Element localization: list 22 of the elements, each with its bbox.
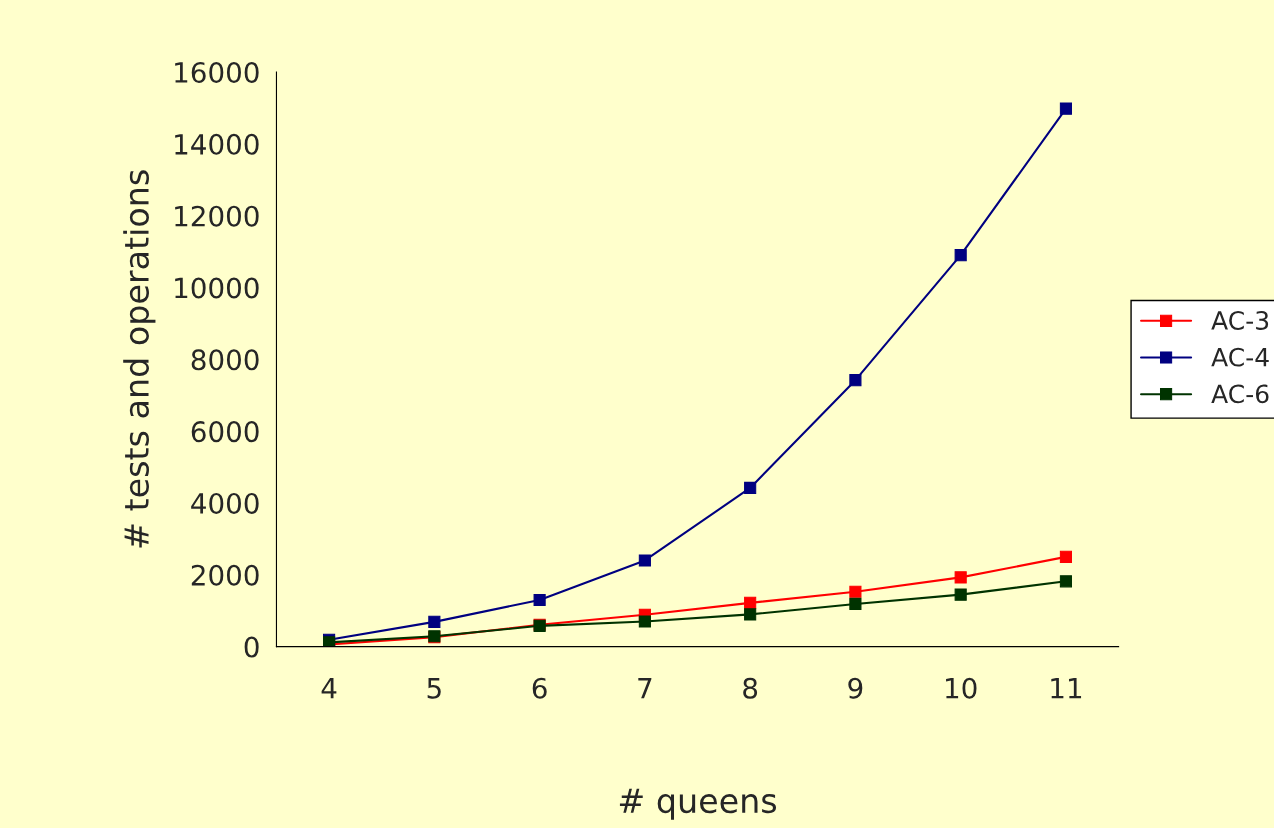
y-tick-label: 2000 — [191, 564, 259, 586]
y-tick-label: 4000 — [191, 492, 259, 514]
x-tick-label: 6 — [532, 677, 547, 699]
legend-label: AC-4 — [1211, 347, 1269, 367]
y-tick-label: 14000 — [175, 133, 259, 155]
x-tick-label: 7 — [638, 678, 652, 699]
y-axis-title: # tests and operations — [123, 170, 156, 548]
x-tick-label: 10 — [946, 677, 977, 699]
x-tick-label: 5 — [427, 678, 441, 699]
y-tick-label: 16000 — [175, 61, 259, 83]
x-axis-title: # queens — [619, 788, 777, 820]
x-tick-label: 8 — [743, 677, 758, 699]
legend-label: AC-6 — [1211, 384, 1269, 404]
y-tick-label: 10000 — [175, 277, 259, 299]
y-tick-label: 8000 — [191, 349, 259, 371]
y-tick-label: 12000 — [175, 205, 259, 227]
x-tick-label: 9 — [848, 677, 863, 699]
x-tick-label: 4 — [321, 678, 337, 699]
y-tick-label: 0 — [244, 636, 259, 658]
legend-label: AC-3 — [1211, 311, 1269, 330]
y-tick-label: 6000 — [191, 421, 259, 443]
x-tick-label: 11 — [1051, 678, 1082, 699]
